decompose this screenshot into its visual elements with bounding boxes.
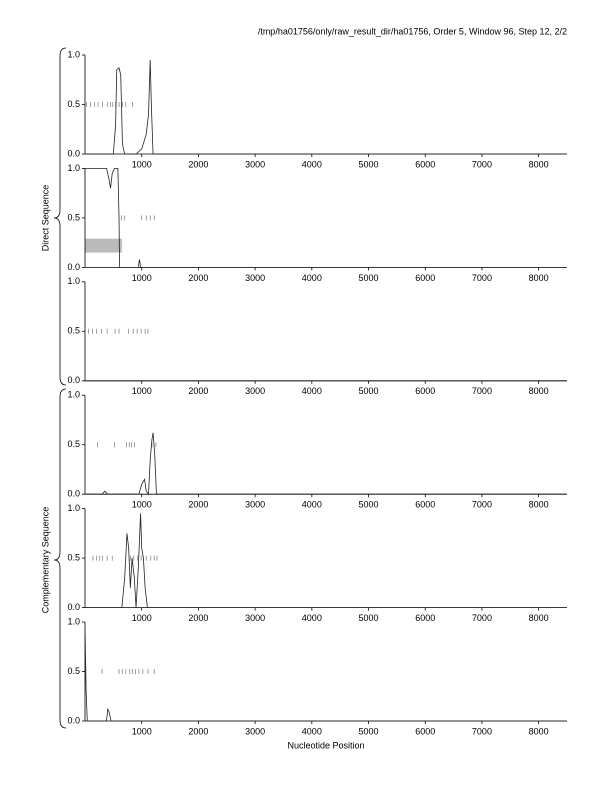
x-tick-label: 1000 [132,159,152,169]
x-tick-label: 2000 [188,159,208,169]
brace [53,47,67,386]
x-tick-label: 5000 [359,726,379,736]
x-tick-label: 7000 [472,726,492,736]
x-tick-label: 6000 [415,500,435,510]
x-tick-label: 3000 [245,386,265,396]
x-tick-label: 5000 [359,159,379,169]
y-tick-label: 0.5 [67,439,80,449]
y-tick-label: 0.5 [67,212,80,222]
y-tick-label: 1.0 [67,49,80,59]
x-tick-label: 1000 [132,386,152,396]
x-tick-label: 7000 [472,159,492,169]
x-tick-label: 7000 [472,386,492,396]
line [85,168,567,268]
x-tick-label: 8000 [529,273,549,283]
y-tick-label: 1.0 [67,503,80,513]
x-tick-label: 3000 [245,159,265,169]
x-tick-label: 6000 [415,159,435,169]
y-tick-label: 0.0 [67,262,80,272]
x-tick-label: 1000 [132,613,152,623]
x-tick-label: 6000 [415,386,435,396]
x-tick-label: 3000 [245,726,265,736]
x-tick-label: 1000 [132,500,152,510]
y-tick-label: 0.5 [67,666,80,676]
x-tick-label: 6000 [415,273,435,283]
x-tick-label: 8000 [529,386,549,396]
line [85,513,567,608]
x-tick-label: 8000 [529,726,549,736]
x-tick-label: 3000 [245,613,265,623]
y-tick-label: 0.0 [67,148,80,158]
x-tick-label: 8000 [529,613,549,623]
x-tick-label: 3000 [245,500,265,510]
x-tick-label: 2000 [188,726,208,736]
x-tick-label: 8000 [529,500,549,510]
line [85,59,567,155]
x-tick-label: 1000 [132,273,152,283]
y-tick-label: 0.0 [67,375,80,385]
header: /tmp/ha01756/only/raw_result_dir/ha01756… [258,26,567,36]
x-tick-label: 5000 [359,273,379,283]
x-tick-label: 6000 [415,613,435,623]
x-tick-label: 2000 [188,273,208,283]
y-tick-label: 0.0 [67,715,80,725]
x-tick-label: 2000 [188,386,208,396]
y-tick-label: 0.5 [67,99,80,109]
x-tick-label: 7000 [472,613,492,623]
group-label: Direct Sequence [40,185,50,252]
y-tick-label: 0.5 [67,326,80,336]
y-tick-label: 0.5 [67,552,80,562]
x-tick-label: 4000 [302,726,322,736]
x-tick-label: 7000 [472,273,492,283]
x-tick-label: 3000 [245,273,265,283]
x-tick-label: 4000 [302,273,322,283]
x-tick-label: 1000 [132,726,152,736]
y-tick-label: 0.0 [67,602,80,612]
y-tick-label: 1.0 [67,163,80,173]
y-tick-label: 0.0 [67,489,80,499]
x-tick-label: 4000 [302,386,322,396]
y-tick-label: 1.0 [67,276,80,286]
x-tick-label: 5000 [359,500,379,510]
y-tick-label: 1.0 [67,616,80,626]
x-tick-label: 5000 [359,613,379,623]
x-tick-label: 4000 [302,500,322,510]
x-axis-label: Nucleotide Position [287,740,364,750]
y-tick-label: 1.0 [67,390,80,400]
x-tick-label: 6000 [415,726,435,736]
x-tick-label: 2000 [188,500,208,510]
x-tick-label: 8000 [529,159,549,169]
line [85,432,567,496]
brace [53,388,67,729]
x-tick-label: 7000 [472,500,492,510]
line [84,626,567,722]
region [85,238,122,253]
group-label: Complementary Sequence [40,507,50,614]
x-tick-label: 5000 [359,386,379,396]
x-tick-label: 2000 [188,613,208,623]
x-tick-label: 4000 [302,613,322,623]
x-tick-label: 4000 [302,159,322,169]
